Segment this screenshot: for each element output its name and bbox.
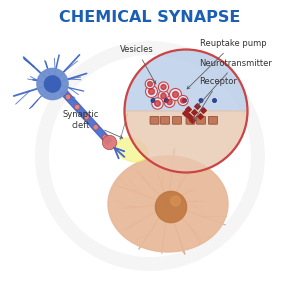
- Circle shape: [161, 84, 166, 89]
- FancyBboxPatch shape: [196, 116, 206, 124]
- Text: CHEMICAL SYNAPSE: CHEMICAL SYNAPSE: [59, 11, 241, 26]
- Circle shape: [155, 101, 160, 106]
- Circle shape: [199, 98, 203, 103]
- Ellipse shape: [116, 138, 148, 162]
- Circle shape: [161, 93, 166, 99]
- Circle shape: [152, 98, 163, 109]
- Circle shape: [102, 135, 117, 150]
- Circle shape: [164, 98, 169, 103]
- Text: Synaptic
cleft: Synaptic cleft: [63, 110, 123, 138]
- Point: [197, 113, 202, 118]
- Point: [190, 118, 194, 122]
- Circle shape: [93, 124, 98, 130]
- FancyBboxPatch shape: [160, 116, 169, 124]
- Circle shape: [212, 98, 217, 103]
- Circle shape: [148, 88, 154, 94]
- Ellipse shape: [108, 156, 228, 252]
- Text: Receptor: Receptor: [193, 77, 237, 122]
- Point: [187, 113, 191, 118]
- FancyBboxPatch shape: [186, 116, 195, 124]
- FancyBboxPatch shape: [208, 116, 217, 124]
- Circle shape: [158, 91, 169, 101]
- Point: [194, 103, 199, 108]
- Circle shape: [158, 82, 169, 92]
- Point: [200, 107, 205, 112]
- Circle shape: [172, 92, 178, 98]
- Circle shape: [164, 97, 175, 107]
- FancyBboxPatch shape: [172, 116, 182, 124]
- Circle shape: [102, 135, 108, 140]
- Polygon shape: [124, 50, 248, 111]
- Circle shape: [148, 82, 152, 86]
- Circle shape: [74, 104, 80, 110]
- Point: [185, 106, 190, 111]
- FancyBboxPatch shape: [150, 116, 159, 124]
- Circle shape: [151, 98, 155, 103]
- Circle shape: [155, 191, 187, 223]
- Text: Vesicles: Vesicles: [120, 46, 156, 84]
- Circle shape: [178, 95, 188, 106]
- Circle shape: [169, 88, 181, 101]
- Point: [182, 111, 187, 116]
- Circle shape: [145, 79, 155, 89]
- Circle shape: [37, 68, 68, 100]
- Polygon shape: [124, 111, 248, 172]
- Circle shape: [44, 76, 61, 92]
- Text: Neurotransmitter: Neurotransmitter: [197, 59, 272, 107]
- Circle shape: [182, 98, 187, 103]
- Circle shape: [181, 98, 185, 103]
- Circle shape: [84, 115, 89, 120]
- Circle shape: [146, 85, 158, 98]
- Text: Reuptake pump: Reuptake pump: [187, 40, 266, 89]
- Circle shape: [171, 196, 180, 206]
- Circle shape: [167, 99, 172, 105]
- Circle shape: [65, 94, 71, 100]
- Point: [191, 109, 196, 114]
- Polygon shape: [61, 90, 112, 145]
